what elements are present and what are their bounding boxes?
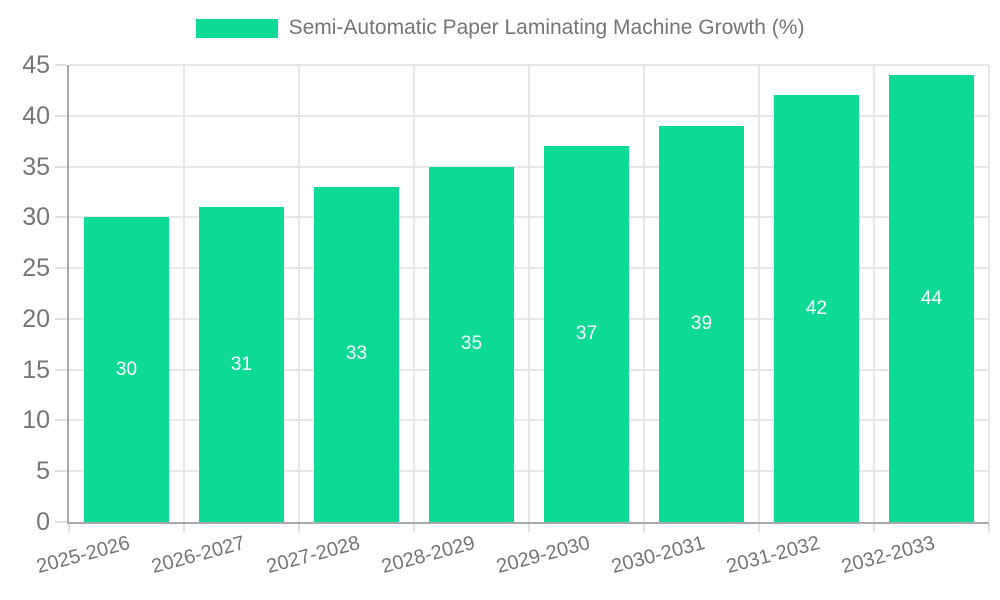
x-axis-tick xyxy=(873,524,875,532)
y-axis-tick xyxy=(55,165,67,168)
x-tick-label: 2025-2026 xyxy=(34,532,133,579)
y-tick-label: 0 xyxy=(36,508,50,536)
x-axis-tick xyxy=(183,524,185,532)
x-tick-label: 2028-2029 xyxy=(379,532,478,579)
y-axis-tick xyxy=(55,521,67,523)
bar-value-label: 44 xyxy=(920,287,943,309)
gridline-vertical xyxy=(183,65,185,522)
gridline-vertical xyxy=(413,65,415,522)
bar: 30 xyxy=(84,217,169,522)
x-tick-label: 2032-2033 xyxy=(839,532,938,579)
y-tick-label: 15 xyxy=(22,355,50,384)
plot-area: 30 31 33 35 37 39 42 44 xyxy=(69,64,990,522)
x-tick-label: 2029-2030 xyxy=(494,532,593,579)
gridline-vertical xyxy=(643,65,645,522)
bar-value-label: 30 xyxy=(115,358,138,380)
y-axis-tick xyxy=(55,470,67,473)
y-tick-label: 45 xyxy=(22,51,50,79)
legend-item[interactable]: Semi-Automatic Paper Laminating Machine … xyxy=(195,16,805,40)
y-axis-tick xyxy=(55,64,67,66)
gridline-vertical xyxy=(873,65,875,522)
bar-value-label: 42 xyxy=(805,297,828,319)
gridline-vertical xyxy=(528,65,530,522)
y-tick-label: 5 xyxy=(36,457,50,486)
bar: 35 xyxy=(429,166,514,522)
legend: Semi-Automatic Paper Laminating Machine … xyxy=(0,16,1000,40)
bar-value-label: 33 xyxy=(345,343,368,365)
x-axis-tick xyxy=(758,524,760,532)
y-axis-tick xyxy=(55,114,67,117)
gridline-vertical xyxy=(298,65,300,522)
legend-label: Semi-Automatic Paper Laminating Machine … xyxy=(288,16,805,39)
x-axis-tick xyxy=(643,524,645,532)
bar: 42 xyxy=(774,95,859,522)
x-axis-tick xyxy=(298,524,300,532)
x-axis-line xyxy=(67,522,989,524)
y-tick-label: 40 xyxy=(22,101,50,130)
bar-value-label: 39 xyxy=(690,312,713,334)
bar: 44 xyxy=(889,75,974,522)
x-axis-tick xyxy=(413,524,415,532)
bar: 31 xyxy=(199,207,284,522)
y-axis-line xyxy=(67,65,69,524)
bar-value-label: 31 xyxy=(230,353,253,375)
y-axis-tick xyxy=(55,267,67,270)
bar-value-label: 37 xyxy=(575,323,598,345)
legend-color-swatch xyxy=(195,18,278,38)
y-axis-tick xyxy=(55,368,67,371)
y-tick-label: 25 xyxy=(22,254,50,283)
y-axis-tick xyxy=(55,419,67,422)
y-tick-label: 35 xyxy=(22,152,50,181)
y-tick-label: 10 xyxy=(22,406,50,435)
bar-value-label: 35 xyxy=(460,333,483,355)
y-axis-tick xyxy=(55,317,67,320)
x-tick-label: 2027-2028 xyxy=(264,532,363,579)
x-tick-label: 2026-2027 xyxy=(149,532,248,579)
y-axis-tick xyxy=(55,216,67,219)
gridline-vertical xyxy=(988,65,990,522)
gridline-vertical xyxy=(758,65,760,522)
bar: 33 xyxy=(314,186,399,522)
x-tick-label: 2030-2031 xyxy=(609,532,708,579)
x-axis-tick xyxy=(68,524,70,532)
x-axis-tick xyxy=(988,524,990,532)
y-tick-label: 30 xyxy=(22,203,50,232)
y-tick-label: 20 xyxy=(22,304,50,333)
bar: 39 xyxy=(659,125,744,522)
x-tick-label: 2031-2032 xyxy=(724,532,823,579)
x-axis-tick xyxy=(528,524,530,532)
bar: 37 xyxy=(544,146,629,522)
